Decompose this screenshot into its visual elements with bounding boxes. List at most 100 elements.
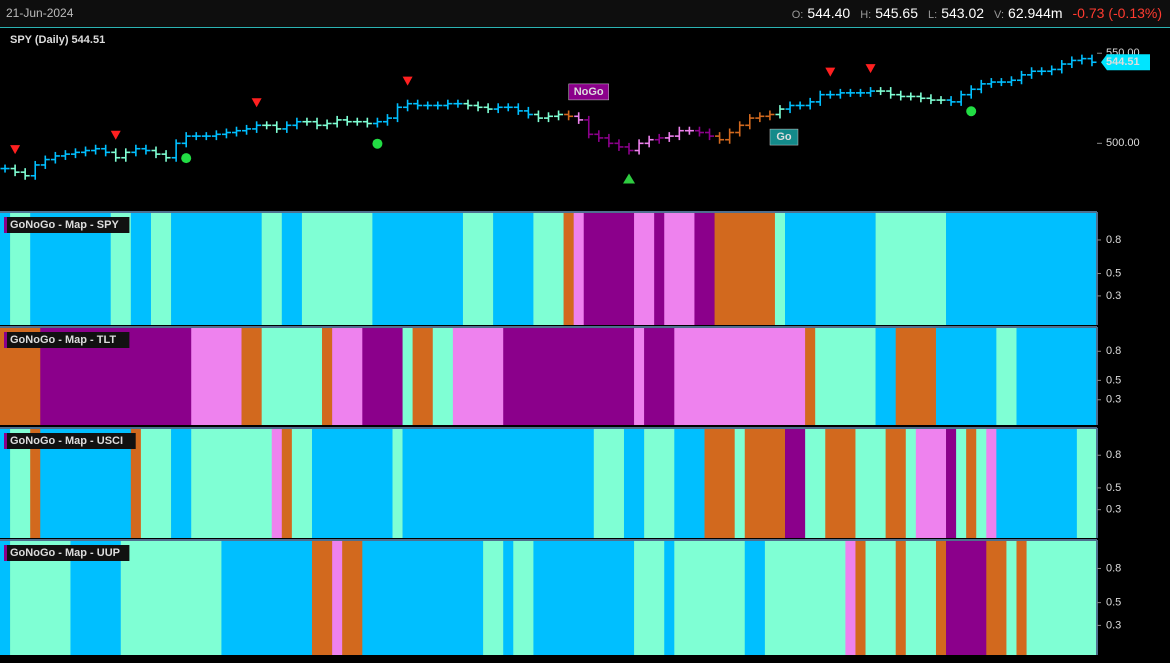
y-tick-label: 0.5 bbox=[1106, 374, 1121, 386]
map-segment bbox=[785, 428, 806, 538]
price-bar bbox=[211, 130, 221, 141]
map-segment bbox=[110, 212, 132, 325]
map-segment bbox=[342, 540, 363, 655]
y-tick-label: 0.8 bbox=[1106, 562, 1121, 574]
map-segment bbox=[593, 428, 625, 538]
map-segment bbox=[855, 428, 886, 538]
price-bar bbox=[382, 114, 393, 126]
y-tick-label: 0.3 bbox=[1106, 619, 1121, 631]
last-price: 544.51 bbox=[1106, 56, 1140, 68]
price-bar bbox=[1006, 76, 1016, 87]
map-title: GoNoGo - Map - TLT bbox=[10, 334, 116, 346]
quote: H: 545.65 bbox=[860, 5, 918, 21]
map-segment bbox=[1016, 327, 1098, 425]
price-bar bbox=[352, 117, 362, 126]
down-signal bbox=[10, 145, 21, 155]
price-bar bbox=[473, 101, 483, 112]
price-bar bbox=[694, 126, 704, 137]
map-title: GoNoGo - Map - SPY bbox=[10, 219, 119, 231]
price-bar bbox=[825, 90, 835, 99]
map-segment bbox=[946, 428, 957, 538]
map-title-accent bbox=[4, 217, 7, 233]
map-segment bbox=[825, 428, 856, 538]
y-tick-label: 0.5 bbox=[1106, 597, 1121, 609]
price-bar bbox=[493, 103, 503, 114]
price-bar bbox=[554, 110, 564, 121]
map-segment bbox=[714, 212, 776, 325]
map-segment bbox=[130, 428, 142, 538]
dot-signal bbox=[966, 106, 977, 117]
price-bar bbox=[775, 105, 785, 119]
price-bar bbox=[624, 142, 634, 155]
price-bar bbox=[141, 144, 151, 155]
y-tick-label: 0.8 bbox=[1106, 234, 1121, 246]
price-bar bbox=[876, 87, 886, 96]
price-bar bbox=[765, 110, 775, 121]
price-bar bbox=[60, 150, 70, 160]
price-bar bbox=[916, 92, 926, 103]
price-bar bbox=[483, 103, 493, 114]
map-segment bbox=[644, 428, 675, 538]
price-bar bbox=[795, 101, 805, 110]
y-tick-label: 500.00 bbox=[1106, 137, 1140, 149]
map-segment bbox=[452, 327, 504, 425]
map-segment bbox=[332, 540, 343, 655]
quote: V: 62.944m bbox=[994, 5, 1062, 21]
map-segment bbox=[0, 212, 11, 325]
map-segment bbox=[0, 540, 11, 655]
map-segment bbox=[503, 540, 514, 655]
down-signal bbox=[825, 67, 836, 77]
price-bar bbox=[684, 126, 694, 135]
price-bar bbox=[393, 103, 403, 123]
price-bar bbox=[966, 85, 976, 99]
annotation: Go bbox=[776, 131, 792, 143]
map-segment bbox=[895, 327, 937, 425]
map-title-accent bbox=[4, 332, 7, 348]
map-segment bbox=[935, 327, 997, 425]
map-title: GoNoGo - Map - USCI bbox=[10, 435, 123, 447]
map-title-box bbox=[4, 433, 136, 449]
price-bar bbox=[171, 139, 181, 162]
map-segment bbox=[10, 428, 31, 538]
map-segment bbox=[1076, 428, 1098, 538]
price-bar bbox=[81, 146, 91, 157]
map-segment bbox=[946, 212, 1098, 325]
price-bar bbox=[1016, 70, 1027, 85]
map-segment bbox=[986, 428, 997, 538]
quote: L: 543.02 bbox=[928, 5, 984, 21]
map-segment bbox=[191, 428, 273, 538]
map-segment bbox=[664, 212, 695, 325]
price-bar bbox=[745, 114, 755, 130]
quote-label: O: bbox=[791, 9, 804, 21]
y-tick-label: 0.3 bbox=[1106, 394, 1121, 406]
price-bar bbox=[815, 90, 825, 106]
map-segment bbox=[634, 540, 665, 655]
y-tick-label: 0.3 bbox=[1106, 290, 1121, 302]
price-bar bbox=[322, 119, 332, 130]
price-bar bbox=[906, 92, 916, 101]
annotation-box bbox=[568, 83, 609, 101]
map-segment bbox=[301, 212, 373, 325]
map-segment bbox=[362, 540, 484, 655]
price-bar bbox=[101, 144, 111, 157]
price-bar bbox=[1057, 60, 1067, 74]
price-bar bbox=[292, 117, 302, 130]
map-segment bbox=[805, 428, 826, 538]
price-bar bbox=[513, 103, 523, 115]
price-bar bbox=[1047, 65, 1057, 76]
map-segment bbox=[744, 540, 766, 655]
map-segment bbox=[513, 540, 534, 655]
price-bar bbox=[231, 126, 242, 137]
map-segment bbox=[996, 327, 1017, 425]
price-bar bbox=[956, 90, 966, 106]
map-segment bbox=[311, 540, 333, 655]
price-bar bbox=[433, 101, 443, 110]
price-bar bbox=[805, 97, 815, 110]
map-title-accent bbox=[4, 433, 7, 449]
price-bar bbox=[715, 132, 725, 144]
map-segment bbox=[815, 327, 876, 425]
price-bar bbox=[855, 88, 866, 97]
quote-label: V: bbox=[994, 9, 1005, 21]
price-bar bbox=[866, 87, 876, 97]
map-segment bbox=[281, 212, 303, 325]
